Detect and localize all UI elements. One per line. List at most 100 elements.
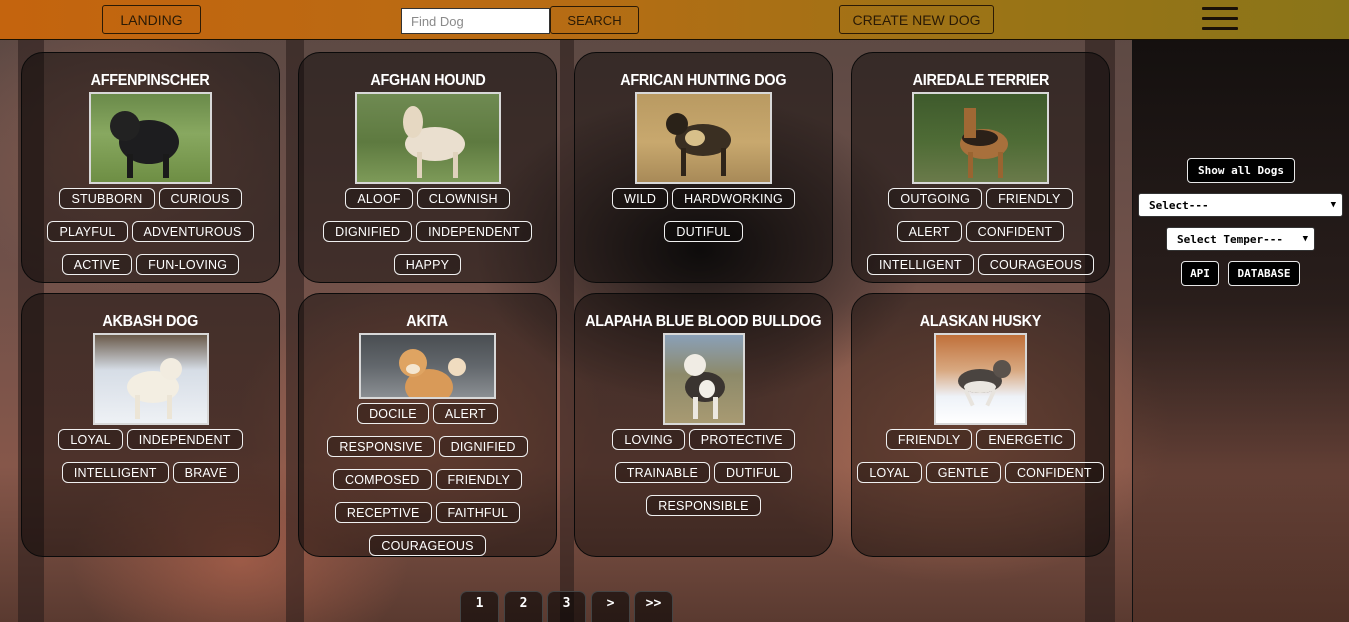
temperament-tag: PLAYFUL bbox=[47, 221, 128, 242]
temperament-tag: DIGNIFIED bbox=[438, 436, 528, 457]
temperament-tag: TRAINABLE bbox=[614, 462, 711, 483]
temperament-tag: RESPONSIBLE bbox=[646, 495, 761, 516]
page-button-2[interactable]: 2 bbox=[504, 591, 543, 622]
temperament-tag: PROTECTIVE bbox=[688, 429, 795, 450]
temperament-tag: FUN-LOVING bbox=[136, 254, 240, 275]
show-all-dogs-button[interactable]: Show all Dogs bbox=[1187, 158, 1295, 183]
dog-card[interactable]: Airedale Terrier OUTGOING FRIENDLY ALERT… bbox=[851, 52, 1110, 283]
temperament-list: FRIENDLY ENERGETIC LOYAL GENTLE CONFIDEN… bbox=[851, 429, 1110, 483]
temperament-tag: HARDWORKING bbox=[672, 188, 795, 209]
page-button-1[interactable]: 1 bbox=[460, 591, 499, 622]
temperament-tag: BRAVE bbox=[172, 462, 240, 483]
database-filter-button[interactable]: DATABASE bbox=[1228, 261, 1300, 286]
temperament-tag: COMPOSED bbox=[332, 469, 432, 490]
dog-image bbox=[359, 333, 496, 399]
background-tree bbox=[18, 40, 44, 622]
temperament-list: OUTGOING FRIENDLY ALERT CONFIDENT INTELL… bbox=[851, 188, 1110, 275]
temperament-tag: DIGNIFIED bbox=[323, 221, 413, 242]
api-filter-button[interactable]: API bbox=[1181, 261, 1219, 286]
temperament-tag: CURIOUS bbox=[158, 188, 242, 209]
dog-card[interactable]: Affenpinscher STUBBORN CURIOUS PLAYFUL A… bbox=[21, 52, 280, 283]
dog-image bbox=[912, 92, 1049, 184]
temperament-list: LOYAL INDEPENDENT INTELLIGENT BRAVE bbox=[21, 429, 280, 483]
temperament-tag: COURAGEOUS bbox=[369, 535, 486, 556]
temperament-tag: RECEPTIVE bbox=[334, 502, 432, 523]
temperament-tag: INTELLIGENT bbox=[866, 254, 974, 275]
dog-photo bbox=[683, 354, 725, 419]
temperament-select-value: Select Temper--- bbox=[1177, 232, 1283, 246]
chevron-down-icon: ▼ bbox=[1330, 200, 1336, 210]
temperament-tag: FRIENDLY bbox=[885, 429, 973, 450]
create-new-dog-button[interactable]: CREATE NEW DOG bbox=[839, 5, 994, 34]
temperament-tag: LOYAL bbox=[857, 462, 922, 483]
temperament-tag: ACTIVE bbox=[61, 254, 133, 275]
order-select-value: Select--- bbox=[1149, 198, 1209, 212]
hamburger-menu-icon[interactable] bbox=[1202, 7, 1238, 31]
temperament-list: DOCILE ALERT RESPONSIVE DIGNIFIED COMPOS… bbox=[298, 403, 557, 556]
temperament-tag: ALOOF bbox=[345, 188, 413, 209]
temperament-tag: CONFIDENT bbox=[965, 221, 1065, 242]
temperament-tag: CONFIDENT bbox=[1004, 462, 1104, 483]
dog-name: Airedale Terrier bbox=[912, 72, 1049, 89]
top-navigation-bar: LANDING SEARCH CREATE NEW DOG bbox=[0, 0, 1349, 40]
dog-image bbox=[89, 92, 212, 184]
search-button[interactable]: SEARCH bbox=[550, 6, 639, 34]
next-page-button[interactable]: > bbox=[591, 591, 630, 622]
temperament-tag: DOCILE bbox=[357, 403, 429, 424]
temperament-list: STUBBORN CURIOUS PLAYFUL ADVENTUROUS ACT… bbox=[21, 188, 280, 275]
dog-name: Akita bbox=[406, 313, 449, 330]
chevron-down-icon: ▼ bbox=[1302, 234, 1308, 244]
temperament-select[interactable]: Select Temper--- ▼ bbox=[1166, 227, 1315, 251]
temperament-tag: INTELLIGENT bbox=[61, 462, 169, 483]
temperament-tag: OUTGOING bbox=[888, 188, 983, 209]
dog-image bbox=[662, 333, 745, 425]
temperament-list: ALOOF CLOWNISH DIGNIFIED INDEPENDENT HAP… bbox=[298, 188, 557, 275]
dog-name: Afghan Hound bbox=[369, 72, 486, 89]
last-page-button[interactable]: >> bbox=[634, 591, 673, 622]
dog-name: African Hunting Dog bbox=[620, 72, 787, 89]
dog-photo bbox=[960, 108, 1008, 178]
page-button-3[interactable]: 3 bbox=[547, 591, 586, 622]
background-tree bbox=[1085, 40, 1115, 622]
landing-button[interactable]: LANDING bbox=[102, 5, 201, 34]
dog-photo bbox=[110, 111, 179, 178]
search-input[interactable] bbox=[401, 8, 550, 34]
dog-photo bbox=[958, 360, 1011, 407]
dog-image bbox=[92, 333, 209, 425]
background-tree bbox=[560, 40, 574, 622]
temperament-tag: STUBBORN bbox=[59, 188, 155, 209]
order-select[interactable]: Select--- ▼ bbox=[1138, 193, 1343, 217]
dog-name: Affenpinscher bbox=[91, 72, 210, 89]
temperament-tag: FRIENDLY bbox=[986, 188, 1073, 209]
dog-photo bbox=[666, 113, 731, 176]
dog-card[interactable]: Akita DOCILE ALERT RESPONSIVE DIGNIFIED … bbox=[298, 293, 557, 557]
dog-name: Akbash Dog bbox=[102, 313, 199, 330]
temperament-tag: HAPPY bbox=[393, 254, 462, 275]
dog-name: Alaskan Husky bbox=[919, 313, 1042, 330]
temperament-tag: LOYAL bbox=[58, 429, 123, 450]
temperament-tag: RESPONSIVE bbox=[327, 436, 435, 457]
temperament-tag: FRIENDLY bbox=[435, 469, 523, 490]
dog-image bbox=[635, 92, 772, 184]
background-tree bbox=[286, 40, 304, 622]
dog-card[interactable]: Alapaha Blue Blood Bulldog LOVING PROTEC… bbox=[574, 293, 833, 557]
temperament-tag: DUTIFUL bbox=[714, 462, 793, 483]
temperament-tag: DUTIFUL bbox=[664, 221, 743, 242]
temperament-tag: LOVING bbox=[612, 429, 685, 450]
temperament-tag: INDEPENDENT bbox=[416, 221, 532, 242]
filter-sidebar: Show all Dogs Select--- ▼ Select Temper-… bbox=[1132, 40, 1349, 622]
temperament-tag: ENERGETIC bbox=[976, 429, 1076, 450]
temperament-tag: ADVENTUROUS bbox=[131, 221, 254, 242]
dog-photo bbox=[399, 349, 466, 397]
dog-image bbox=[934, 333, 1027, 425]
dog-card[interactable]: Akbash Dog LOYAL INDEPENDENT INTELLIGENT… bbox=[21, 293, 280, 557]
dog-card[interactable]: Afghan Hound ALOOF CLOWNISH DIGNIFIED IN… bbox=[298, 52, 557, 283]
dog-card[interactable]: African Hunting Dog WILD HARDWORKING DUT… bbox=[574, 52, 833, 283]
dog-photo bbox=[402, 106, 465, 178]
temperament-tag: INDEPENDENT bbox=[126, 429, 243, 450]
temperament-tag: ALERT bbox=[432, 403, 498, 424]
temperament-tag: FAITHFUL bbox=[435, 502, 521, 523]
temperament-tag: ALERT bbox=[896, 221, 962, 242]
dog-card[interactable]: Alaskan Husky FRIENDLY ENERGETIC LOYAL G… bbox=[851, 293, 1110, 557]
temperament-tag: CLOWNISH bbox=[416, 188, 510, 209]
